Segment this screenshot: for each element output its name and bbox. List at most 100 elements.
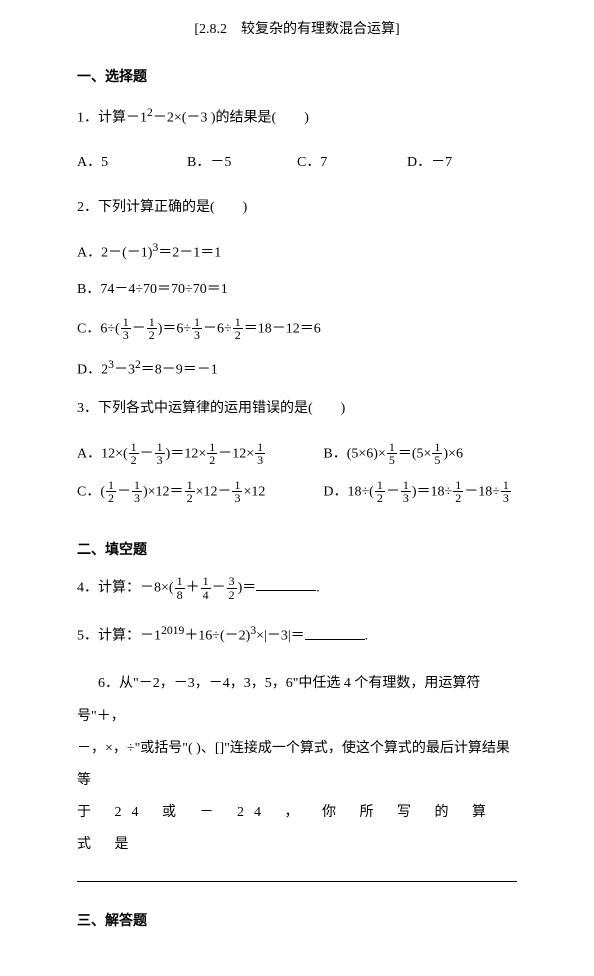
q4-pre: 4．计算：－8×( (77, 580, 174, 595)
q2D-m: －3 (114, 363, 135, 378)
frac-icon: 15 (386, 441, 398, 467)
q4-tail: . (316, 580, 320, 595)
num: 1 (401, 479, 411, 493)
num: 1 (155, 441, 165, 455)
q3A-pre: A．12×( (77, 446, 128, 461)
den: 3 (155, 454, 165, 467)
num: 1 (232, 479, 242, 493)
q2-optD: D．23－32＝8－9＝－1 (77, 356, 517, 382)
q2C-m1: － (132, 321, 146, 336)
frac-icon: 13 (500, 479, 512, 505)
q4-m2: － (212, 580, 226, 595)
q3C-m3: ×12－ (196, 484, 232, 499)
q1-optA: A．5 (77, 150, 187, 177)
num: 1 (121, 316, 131, 330)
q1-pre: 1．计算－1 (77, 111, 147, 126)
num: 1 (501, 479, 511, 493)
den: 4 (201, 589, 211, 602)
q6: 6．从"－2，－3，－4，3，5，6"中任选 4 个有理数，用运算符号"＋， －… (77, 668, 517, 882)
q2D-post: ＝8－9＝－1 (141, 363, 218, 378)
section-3-head: 三、解答题 (77, 910, 517, 930)
frac-icon: 18 (174, 575, 186, 601)
frac-icon: 12 (128, 441, 140, 467)
den: 2 (375, 492, 385, 505)
den: 2 (227, 589, 237, 602)
q2-optA: A．2－(－1)3＝2－1＝1 (77, 239, 517, 265)
q2C-m3: －6÷ (203, 321, 232, 336)
blank-line-long[interactable] (77, 865, 517, 881)
q5: 5．计算：－12019＋16÷(－2)3×|－3|＝. (77, 620, 517, 650)
q3A-m3: －12× (218, 446, 254, 461)
den: 3 (401, 492, 411, 505)
q3D-m1: － (386, 484, 400, 499)
den: 2 (129, 454, 139, 467)
num: 1 (233, 316, 243, 330)
den: 3 (232, 492, 242, 505)
q1-optD: D．－7 (407, 150, 517, 177)
q3-optC: C．(12－13)×12＝12×12－13×12 (77, 479, 323, 505)
blank-line[interactable] (256, 575, 316, 591)
num: 1 (185, 479, 195, 493)
section-2-head: 二、填空题 (77, 539, 517, 559)
q2A-post: ＝2－1＝1 (158, 246, 221, 261)
frac-icon: 13 (120, 316, 132, 342)
frac-icon: 13 (231, 479, 243, 505)
den: 3 (132, 492, 142, 505)
q2-optB: B．74－4÷70＝70÷70＝1 (77, 279, 517, 301)
section-1-head: 一、选择题 (77, 66, 517, 86)
den: 3 (501, 492, 511, 505)
num: 3 (227, 575, 237, 589)
q1-mid: －2×(－3 )的结果是( ) (153, 111, 309, 126)
q2C-post: ＝18－12＝6 (244, 321, 321, 336)
worksheet-page: [2.8.2 较复杂的有理数混合运算] 一、选择题 1．计算－1 2 －2×(－3 … (0, 0, 594, 976)
q2-stem: 2．下列计算正确的是( ) (77, 195, 517, 222)
q3B-m1: ＝(5× (398, 446, 432, 461)
q3A-m1: － (140, 446, 154, 461)
q3-optB: B．(5×6)×15＝(5×15)×6 (323, 441, 517, 467)
den: 8 (175, 589, 185, 602)
frac-icon: 15 (431, 441, 443, 467)
frac-icon: 12 (146, 316, 158, 342)
q5-pre: 5．计算：－1 (77, 629, 161, 644)
den: 2 (233, 329, 243, 342)
q3C-pre: C．( (77, 484, 105, 499)
q3C-m1: － (117, 484, 131, 499)
num: 1 (129, 441, 139, 455)
num: 1 (375, 479, 385, 493)
frac-icon: 13 (131, 479, 143, 505)
den: 5 (387, 454, 397, 467)
den: 2 (453, 492, 463, 505)
den: 3 (192, 329, 202, 342)
q3A-m2: )＝12× (166, 446, 207, 461)
q6-l1: 6．从"－2，－3，－4，3，5，6"中任选 4 个有理数，用运算符号"＋， (77, 668, 517, 732)
frac-icon: 12 (184, 479, 196, 505)
blank-line[interactable] (305, 623, 365, 639)
page-title: [2.8.2 较复杂的有理数混合运算] (77, 18, 517, 38)
num: 1 (387, 441, 397, 455)
num: 1 (255, 441, 265, 455)
num: 1 (147, 316, 157, 330)
q5-m1: ＋16÷(－2) (184, 629, 250, 644)
q3D-m2: )＝18÷ (412, 484, 452, 499)
frac-icon: 13 (400, 479, 412, 505)
den: 3 (255, 454, 265, 467)
frac-icon: 14 (200, 575, 212, 601)
q3B-pre: B．(5×6)× (323, 446, 385, 461)
q4: 4．计算：－8×(18＋14－32)＝. (77, 575, 517, 602)
num: 1 (106, 479, 116, 493)
frac-icon: 13 (154, 441, 166, 467)
q4-post: )＝ (238, 580, 257, 595)
frac-icon: 12 (105, 479, 117, 505)
frac-icon: 12 (374, 479, 386, 505)
q3C-m2: )×12＝ (143, 484, 184, 499)
q5-s1: 2019 (161, 624, 184, 637)
frac-icon: 12 (206, 441, 218, 467)
q3D-pre: D．18÷( (323, 484, 373, 499)
num: 1 (432, 441, 442, 455)
q2A-pre: A．2－(－1) (77, 246, 152, 261)
q1-optB: B．－5 (187, 150, 297, 177)
q6-l3: 于 24 或 － 24 ， 你 所 写 的 算 式 是 (77, 797, 517, 861)
q2-optC: C．6÷(13－12)＝6÷13－6÷12＝18－12＝6 (77, 316, 517, 342)
q3B-post: )×6 (443, 446, 463, 461)
den: 2 (147, 329, 157, 342)
